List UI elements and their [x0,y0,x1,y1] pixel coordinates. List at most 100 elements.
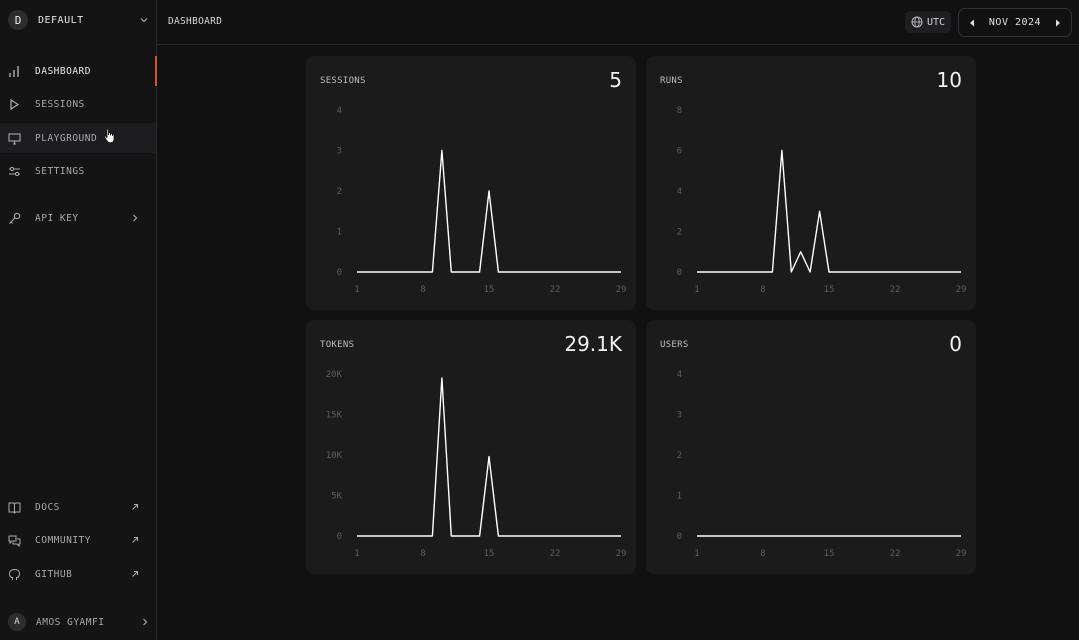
card-value: 29.1K [564,332,622,356]
y-tick-label: 2 [677,228,682,238]
x-tick-label: 15 [824,549,835,559]
x-tick-label: 8 [420,285,425,295]
x-tick-label: 1 [694,285,699,295]
runs-chart: 0 2 4 6 8 1 8 15 22 29 [677,106,967,295]
external-link-icon [130,502,140,512]
nav-api-key[interactable]: API KEY [0,203,156,233]
y-tick-label: 0 [337,268,342,278]
y-tick-label: 10K [326,451,343,461]
y-tick-label: 3 [337,147,342,157]
y-tick-label: 4 [677,370,682,380]
workspace-avatar: D [8,10,28,30]
nav-docs[interactable]: DOCS [0,492,156,522]
y-tick-label: 2 [677,451,682,461]
play-icon [8,98,21,111]
github-icon [8,568,21,581]
globe-icon [911,16,923,28]
series-line [357,377,621,537]
x-tick-label: 1 [354,549,359,559]
user-menu[interactable]: A AMOS GYAMFI [8,612,149,632]
month-label: NOV 2024 [988,17,1042,28]
y-tick-label: 6 [677,147,682,157]
nav-settings[interactable]: SETTINGS [0,156,156,186]
pointer-cursor-icon [104,128,115,144]
nav-sessions[interactable]: SESSIONS [0,89,156,119]
card-title: RUNS [660,76,683,86]
nav-dashboard-label: DASHBOARD [35,65,91,77]
prev-month-button[interactable] [968,19,976,27]
card-value: 0 [949,332,962,356]
user-name: AMOS GYAMFI [36,616,105,628]
runs-card[interactable]: RUNS 10 0 2 4 6 8 1 8 15 22 29 [646,56,976,310]
nav-sessions-label: SESSIONS [35,98,85,110]
tokens-card[interactable]: TOKENS 29.1K 0 5K 10K 15K 20K 1 8 15 22 29 [306,320,636,574]
y-tick-label: 0 [337,532,342,542]
breadcrumb: DASHBOARD [168,16,223,27]
y-tick-label: 5K [331,492,342,502]
x-tick-label: 29 [616,285,627,295]
x-tick-label: 22 [890,285,901,295]
timezone-label: UTC [927,16,946,28]
x-tick-label: 1 [694,549,699,559]
series-line [357,149,621,273]
nav-dashboard[interactable]: DASHBOARD [0,56,157,86]
next-month-button[interactable] [1054,19,1062,27]
top-bar: DASHBOARD UTC NOV 2024 [157,0,1079,45]
card-value: 5 [609,68,622,92]
x-tick-label: 22 [890,549,901,559]
y-tick-label: 0 [677,532,682,542]
x-tick-label: 29 [956,549,967,559]
card-title: TOKENS [320,340,355,350]
x-tick-label: 15 [484,549,495,559]
y-tick-label: 8 [677,106,682,116]
sidebar: D DEFAULT DASHBOARD SESSIONS PLAYGROUND … [0,0,157,640]
sliders-icon [8,165,21,178]
y-tick-label: 3 [677,411,682,421]
nav-community-label: COMMUNITY [35,534,91,546]
users-card[interactable]: USERS 0 0 1 2 3 4 1 8 15 22 29 [646,320,976,574]
bar-chart-icon [8,65,21,78]
x-tick-label: 29 [616,549,627,559]
chevron-right-icon [143,618,148,626]
y-tick-label: 1 [337,228,342,238]
card-title: SESSIONS [320,76,366,86]
chevron-down-icon [140,18,148,23]
y-tick-label: 4 [677,187,682,197]
series-line [697,149,961,273]
timezone-toggle[interactable]: UTC [905,11,952,33]
nav-playground-label: PLAYGROUND [35,132,98,144]
external-link-icon [130,535,140,545]
month-picker: NOV 2024 [958,8,1072,37]
caret-left-icon [970,19,974,26]
nav-docs-label: DOCS [35,501,60,513]
nav-community[interactable]: COMMUNITY [0,525,156,555]
nav-playground[interactable]: PLAYGROUND [0,123,156,153]
x-tick-label: 8 [760,549,765,559]
x-tick-label: 8 [760,285,765,295]
monitor-icon [8,132,21,145]
book-icon [8,501,21,514]
users-chart: 0 1 2 3 4 1 8 15 22 29 [677,370,967,559]
nav-api-key-label: API KEY [35,212,79,224]
sessions-card[interactable]: SESSIONS 5 0 1 2 3 4 1 8 15 22 29 [306,56,636,310]
x-tick-label: 15 [484,285,495,295]
sessions-chart: 0 1 2 3 4 1 8 15 22 29 [337,106,627,295]
x-tick-label: 22 [550,549,561,559]
nav-github[interactable]: GITHUB [0,559,156,589]
card-value: 10 [936,68,962,92]
y-tick-label: 4 [337,106,342,116]
x-tick-label: 29 [956,285,967,295]
nav-github-label: GITHUB [35,568,73,580]
chat-icon [8,534,21,547]
caret-right-icon [1055,19,1060,26]
key-icon [8,212,21,225]
x-tick-label: 22 [550,285,561,295]
nav-settings-label: SETTINGS [35,165,85,177]
workspace-name: DEFAULT [38,14,84,26]
external-link-icon [130,569,140,579]
workspace-switcher[interactable]: D DEFAULT [8,9,149,31]
chevron-right-icon [130,213,140,223]
x-tick-label: 8 [420,549,425,559]
x-tick-label: 15 [824,285,835,295]
avatar: A [8,613,26,631]
